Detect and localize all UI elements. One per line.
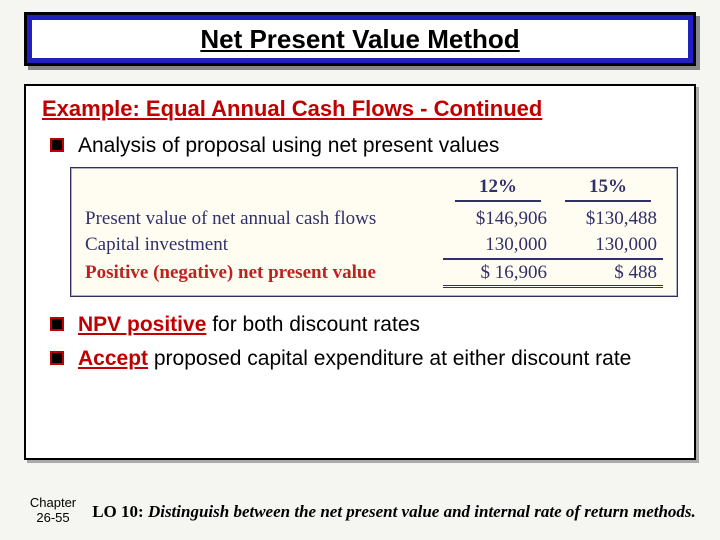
table-row: Present value of net annual cash flows $…: [85, 206, 663, 232]
bullet-3-rest: proposed capital expenditure at either d…: [148, 347, 631, 370]
footer: Chapter 26-55 LO 10: Distinguish between…: [0, 495, 720, 526]
bullet-1: Analysis of proposal using net present v…: [50, 132, 678, 159]
cell: $130,488: [553, 206, 663, 232]
bullet-2-highlight: NPV positive: [78, 313, 206, 336]
bullet-2-text: NPV positive for both discount rates: [78, 311, 420, 338]
cell-total: $ 16,906: [443, 260, 553, 288]
bullet-3-text: Accept proposed capital expenditure at e…: [78, 345, 631, 372]
bullet-3-highlight: Accept: [78, 347, 148, 370]
learning-objective: LO 10: Distinguish between the net prese…: [88, 502, 720, 526]
bullet-2: NPV positive for both discount rates: [50, 311, 678, 338]
row-label-total: Positive (negative) net present value: [85, 260, 443, 286]
table-row-total: Positive (negative) net present value $ …: [85, 260, 663, 288]
subtitle: Example: Equal Annual Cash Flows - Conti…: [42, 96, 678, 122]
col-header-2: 15%: [565, 174, 651, 202]
cell: 130,000: [443, 232, 553, 260]
bullet-icon: [50, 138, 64, 152]
table-header-row: 12% 15%: [85, 174, 663, 206]
table-row: Capital investment 130,000 130,000: [85, 232, 663, 260]
bullet-3: Accept proposed capital expenditure at e…: [50, 345, 678, 372]
cell: $146,906: [443, 206, 553, 232]
row-label: Capital investment: [85, 232, 443, 258]
col-header-1: 12%: [455, 174, 541, 202]
bullet-icon: [50, 351, 64, 365]
title-banner: Net Present Value Method: [24, 12, 696, 66]
npv-table: 12% 15% Present value of net annual cash…: [70, 167, 678, 297]
row-label: Present value of net annual cash flows: [85, 206, 443, 232]
blank-label: [85, 188, 443, 192]
lo-label: LO 10:: [92, 502, 143, 521]
cell: 130,000: [553, 232, 663, 260]
content-box: Example: Equal Annual Cash Flows - Conti…: [24, 84, 696, 460]
slide-title: Net Present Value Method: [32, 20, 688, 58]
chapter-line1: Chapter: [18, 495, 88, 511]
chapter-line2: 26-55: [18, 510, 88, 526]
lo-text: Distinguish between the net present valu…: [148, 502, 696, 521]
chapter-label: Chapter 26-55: [18, 495, 88, 526]
bullet-1-text: Analysis of proposal using net present v…: [78, 132, 499, 159]
cell-total: $ 488: [553, 260, 663, 288]
bullet-icon: [50, 317, 64, 331]
bullet-2-rest: for both discount rates: [206, 313, 420, 336]
